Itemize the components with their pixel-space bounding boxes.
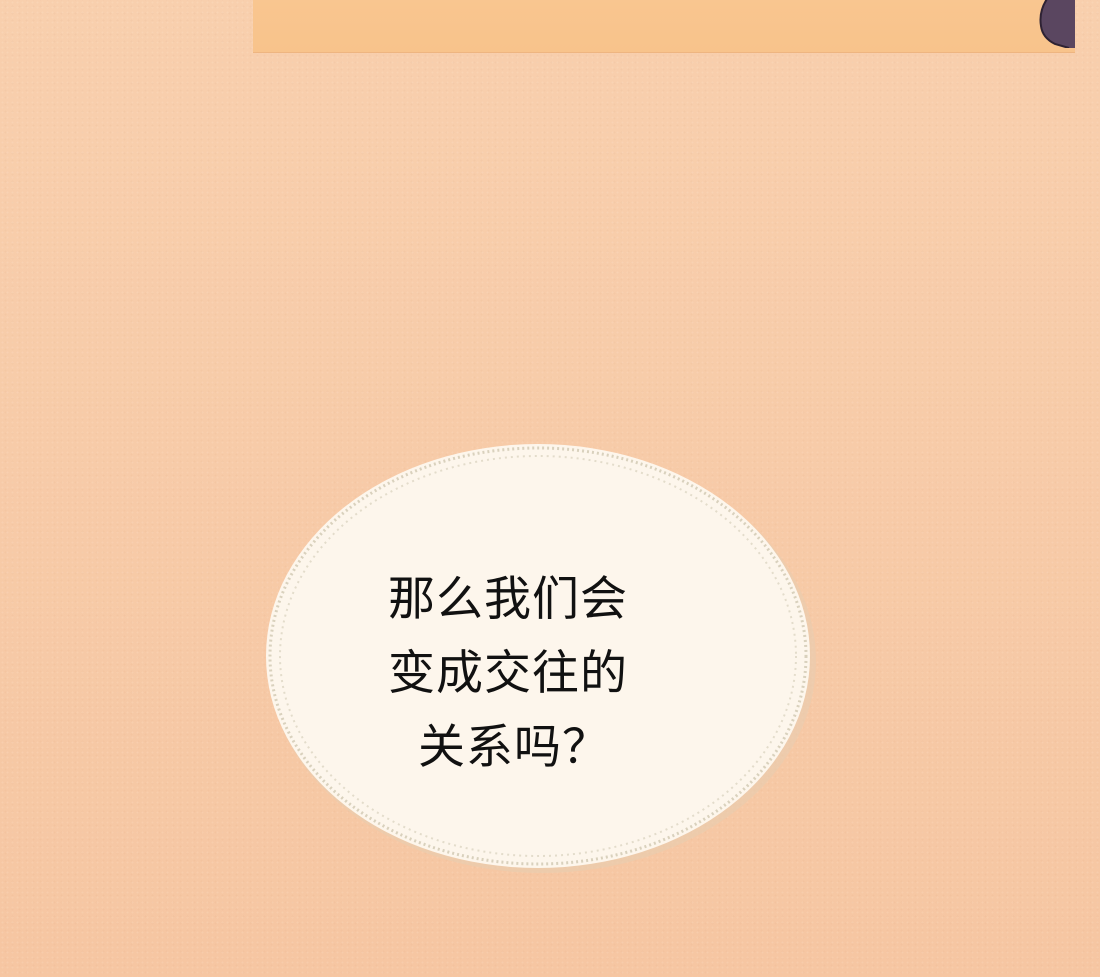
speech-bubble-text: 那么我们会 变成交往的 关系吗？ [262,436,822,880]
speech-line-2: 变成交往的 [388,646,628,701]
speech-line-1: 那么我们会 [388,572,628,627]
top-comic-panel [253,0,1075,53]
speech-bubble-shape [266,444,816,873]
speech-line-3: 关系吗？ [418,720,610,775]
character-hair-fragment [1039,0,1075,48]
speech-bubble: 那么我们会 变成交往的 关系吗？ [262,436,822,880]
